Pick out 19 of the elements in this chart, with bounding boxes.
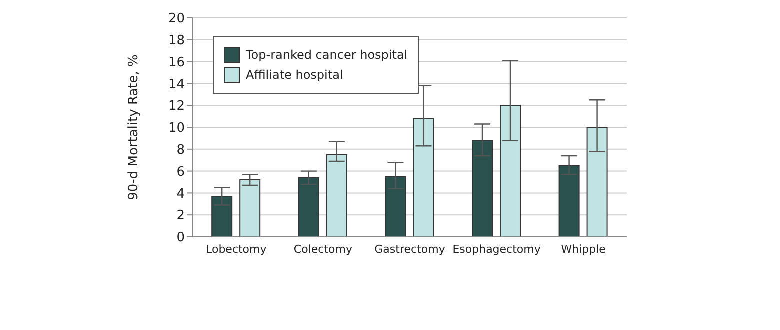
x-tick-label: Gastrectomy	[374, 242, 446, 256]
y-tick-label: 18	[168, 34, 185, 49]
y-tick-label: 14	[168, 77, 185, 92]
y-tick-label: 16	[168, 55, 185, 70]
y-axis-title: 90-d Mortality Rate, %	[126, 54, 142, 200]
y-tick-label: 0	[176, 230, 185, 246]
y-tick-label: 6	[176, 164, 185, 180]
y-tick-label: 2	[176, 208, 185, 224]
x-tick-label: Colectomy	[294, 242, 353, 256]
x-tick-label: Esophagectomy	[452, 242, 542, 256]
y-tick-label: 8	[176, 143, 185, 158]
x-tick-label: Whipple	[561, 242, 606, 256]
y-tick-label: 10	[168, 121, 185, 136]
legend-label: Affiliate hospital	[246, 68, 344, 82]
y-tick-label: 4	[176, 186, 185, 202]
y-tick-label: 12	[168, 99, 185, 114]
x-tick-label: Lobectomy	[206, 242, 268, 256]
legend-label: Top-ranked cancer hospital	[246, 48, 408, 62]
y-tick-label: 20	[168, 12, 185, 27]
